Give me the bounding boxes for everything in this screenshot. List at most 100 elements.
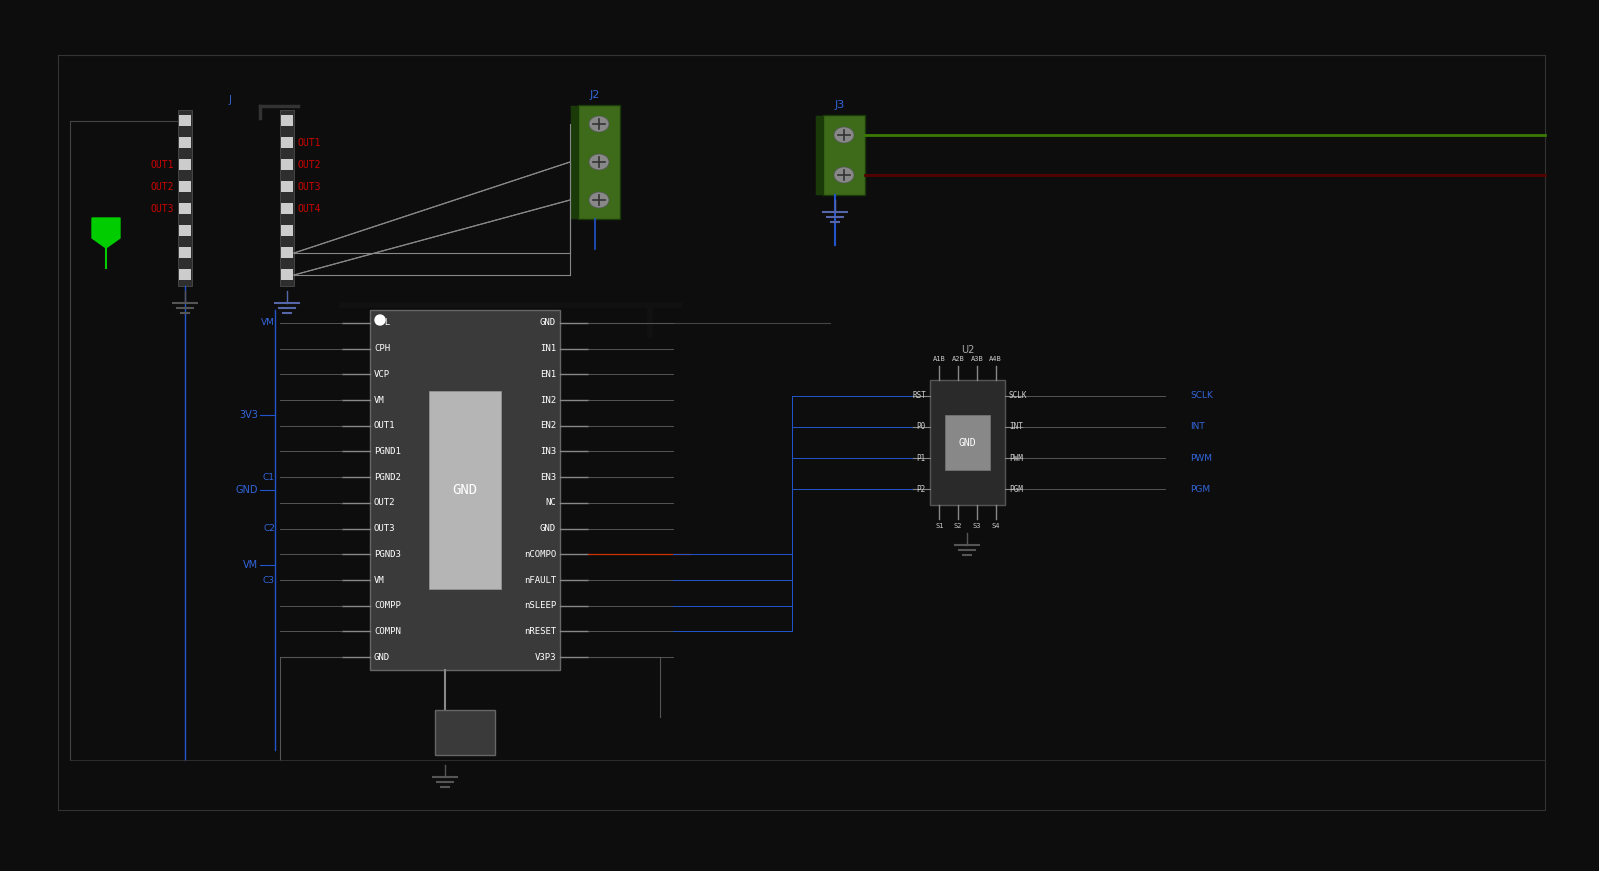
Text: VM: VM bbox=[243, 560, 257, 570]
Text: PGND1: PGND1 bbox=[374, 447, 401, 456]
Bar bbox=[815, 115, 823, 195]
Text: EN2: EN2 bbox=[540, 422, 556, 430]
Text: U2: U2 bbox=[961, 345, 974, 355]
Text: OUT2: OUT2 bbox=[150, 182, 174, 192]
Text: OUT4: OUT4 bbox=[297, 204, 321, 214]
Bar bbox=[281, 137, 293, 148]
Text: S4: S4 bbox=[991, 523, 999, 529]
Ellipse shape bbox=[835, 127, 854, 143]
Text: nSLEEP: nSLEEP bbox=[524, 601, 556, 611]
Text: GND: GND bbox=[453, 483, 478, 497]
Text: S2: S2 bbox=[955, 523, 963, 529]
Bar bbox=[179, 247, 190, 258]
Text: PGM: PGM bbox=[1190, 485, 1210, 494]
Ellipse shape bbox=[835, 167, 854, 183]
Text: VCP: VCP bbox=[374, 370, 390, 379]
Text: GND: GND bbox=[540, 524, 556, 533]
Ellipse shape bbox=[588, 154, 609, 170]
Text: OUT2: OUT2 bbox=[297, 160, 321, 170]
Text: OUT3: OUT3 bbox=[150, 204, 174, 214]
Text: GND: GND bbox=[235, 485, 257, 495]
Text: 3V3: 3V3 bbox=[240, 410, 257, 420]
Bar bbox=[931, 380, 1006, 505]
Text: NC: NC bbox=[545, 498, 556, 507]
Text: OUT2: OUT2 bbox=[374, 498, 395, 507]
Text: SCLK: SCLK bbox=[1190, 391, 1214, 400]
Text: PGND3: PGND3 bbox=[374, 550, 401, 559]
Polygon shape bbox=[93, 218, 120, 248]
Bar bbox=[179, 115, 190, 126]
Text: COMPP: COMPP bbox=[374, 601, 401, 611]
Bar bbox=[281, 159, 293, 170]
Ellipse shape bbox=[588, 192, 609, 208]
Bar bbox=[569, 105, 577, 219]
Bar bbox=[281, 115, 293, 126]
Text: A4B: A4B bbox=[990, 356, 1003, 362]
Text: VM: VM bbox=[374, 576, 385, 584]
Text: OUT1: OUT1 bbox=[150, 160, 174, 170]
Text: OUT1: OUT1 bbox=[374, 422, 395, 430]
Bar bbox=[823, 115, 865, 195]
Bar bbox=[281, 203, 293, 214]
Bar bbox=[429, 391, 500, 589]
Bar bbox=[177, 110, 192, 286]
Ellipse shape bbox=[588, 116, 609, 132]
Text: OUT3: OUT3 bbox=[297, 182, 321, 192]
Text: J2: J2 bbox=[590, 90, 600, 100]
Text: J3: J3 bbox=[835, 100, 846, 110]
Bar bbox=[179, 181, 190, 192]
Text: C2: C2 bbox=[264, 524, 275, 533]
Text: SCLK: SCLK bbox=[1009, 391, 1028, 400]
Text: PGND2: PGND2 bbox=[374, 473, 401, 482]
Text: EN1: EN1 bbox=[540, 370, 556, 379]
Text: GND: GND bbox=[959, 437, 977, 448]
Text: IN1: IN1 bbox=[540, 344, 556, 353]
Text: P2: P2 bbox=[916, 485, 926, 494]
Text: PGM: PGM bbox=[1009, 485, 1023, 494]
Text: IN2: IN2 bbox=[540, 395, 556, 404]
Text: PWM: PWM bbox=[1009, 454, 1023, 463]
Text: IN3: IN3 bbox=[540, 447, 556, 456]
Text: nCOMPO: nCOMPO bbox=[524, 550, 556, 559]
Bar bbox=[280, 110, 294, 286]
Text: OUT1: OUT1 bbox=[297, 138, 321, 148]
Bar bbox=[577, 105, 620, 219]
Text: P0: P0 bbox=[916, 422, 926, 431]
Bar bbox=[179, 137, 190, 148]
Text: GND: GND bbox=[374, 652, 390, 662]
Text: P1: P1 bbox=[916, 454, 926, 463]
Text: nFAULT: nFAULT bbox=[524, 576, 556, 584]
Bar bbox=[281, 269, 293, 280]
Text: OUT3: OUT3 bbox=[374, 524, 395, 533]
Text: J: J bbox=[229, 95, 232, 105]
Text: A3B: A3B bbox=[971, 356, 983, 362]
Text: C3: C3 bbox=[262, 576, 275, 584]
Text: VM: VM bbox=[374, 395, 385, 404]
Text: INT: INT bbox=[1190, 422, 1204, 431]
Circle shape bbox=[376, 315, 385, 325]
Text: INT: INT bbox=[1009, 422, 1023, 431]
Text: A1B: A1B bbox=[932, 356, 945, 362]
Text: C1: C1 bbox=[262, 473, 275, 482]
Bar bbox=[281, 181, 293, 192]
Bar bbox=[281, 247, 293, 258]
Bar bbox=[179, 203, 190, 214]
Bar bbox=[179, 269, 190, 280]
Bar bbox=[179, 159, 190, 170]
Bar bbox=[281, 225, 293, 236]
Text: CPL: CPL bbox=[374, 319, 390, 327]
Text: A2B: A2B bbox=[951, 356, 964, 362]
Text: CPH: CPH bbox=[374, 344, 390, 353]
Bar bbox=[435, 710, 496, 755]
Text: S3: S3 bbox=[972, 523, 982, 529]
Text: EN3: EN3 bbox=[540, 473, 556, 482]
Text: PWM: PWM bbox=[1190, 454, 1212, 463]
Text: S1: S1 bbox=[935, 523, 943, 529]
Text: V3P3: V3P3 bbox=[534, 652, 556, 662]
Bar bbox=[945, 415, 990, 470]
Bar bbox=[369, 310, 560, 670]
Text: COMPN: COMPN bbox=[374, 627, 401, 636]
Text: RST: RST bbox=[911, 391, 926, 400]
Text: nRESET: nRESET bbox=[524, 627, 556, 636]
Bar bbox=[179, 225, 190, 236]
